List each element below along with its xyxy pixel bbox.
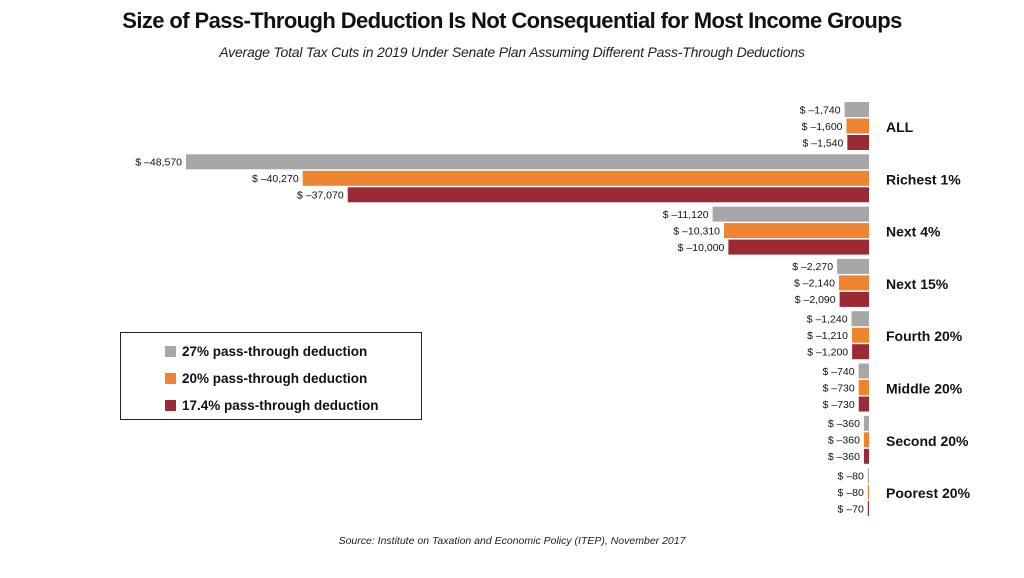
category-label-richest-1: Richest 1% [886, 171, 961, 187]
value-label-second-20-20: $ –360 [828, 435, 860, 447]
legend-swatch-27 [165, 345, 176, 357]
bar-next-4-17-4 [728, 239, 869, 255]
value-label-next-4-27: $ –11,120 [663, 209, 709, 221]
legend-swatch-17-4 [165, 399, 176, 411]
bar-poorest-20-20 [867, 484, 869, 500]
bar-fourth-20-27 [851, 311, 869, 327]
bar-middle-20-27 [858, 363, 869, 379]
bar-all-27 [844, 102, 869, 117]
category-label-next-4: Next 4% [886, 224, 941, 240]
bar-richest-1-20 [302, 170, 870, 186]
value-label-second-20-17-4: $ –360 [828, 451, 860, 463]
bar-second-20-17-4 [863, 448, 869, 464]
value-label-middle-20-17-4: $ –730 [823, 399, 855, 411]
value-label-richest-1-20: $ –40,270 [252, 173, 299, 185]
chart-subtitle: Average Total Tax Cuts in 2019 Under Sen… [219, 44, 805, 60]
value-label-all-27: $ –1,740 [800, 104, 841, 116]
value-label-all-20: $ –1,600 [802, 121, 843, 133]
value-label-next-15-27: $ –2,270 [792, 261, 833, 273]
bar-all-20 [846, 118, 869, 134]
chart-legend: 27% pass-through deduction 20% pass-thro… [120, 332, 422, 420]
category-label-next-15: Next 15% [886, 276, 949, 292]
value-label-fourth-20-20: $ –1,210 [807, 330, 848, 342]
value-label-next-15-20: $ –2,140 [794, 278, 835, 290]
value-label-middle-20-20: $ –730 [823, 382, 855, 394]
bar-richest-1-17-4 [347, 187, 869, 203]
legend-item-20: 20% pass-through deduction [165, 369, 367, 387]
bar-next-4-20 [724, 223, 869, 239]
legend-label-17-4: 17.4% pass-through deduction [182, 397, 379, 413]
legend-item-27: 27% pass-through deduction [165, 342, 367, 360]
legend-swatch-20 [165, 372, 176, 384]
value-label-all-17-4: $ –1,540 [802, 137, 843, 149]
value-label-richest-1-27: $ –48,570 [135, 157, 182, 169]
category-label-fourth-20: Fourth 20% [886, 328, 963, 344]
value-label-poorest-20-27: $ –80 [838, 470, 864, 482]
chart-title: Size of Pass-Through Deduction Is Not Co… [122, 8, 902, 33]
category-label-poorest-20: Poorest 20% [886, 485, 971, 501]
value-label-middle-20-27: $ –740 [822, 366, 854, 378]
value-label-poorest-20-17-4: $ –70 [838, 503, 864, 515]
legend-label-20: 20% pass-through deduction [182, 370, 368, 386]
value-label-fourth-20-27: $ –1,240 [807, 314, 848, 326]
legend-item-17-4: 17.4% pass-through deduction [165, 396, 379, 414]
value-label-second-20-27: $ –360 [828, 418, 860, 430]
value-label-next-4-20: $ –10,310 [673, 225, 720, 237]
value-label-fourth-20-17-4: $ –1,200 [807, 347, 848, 359]
bar-fourth-20-20 [851, 327, 869, 343]
bar-next-4-27 [712, 206, 869, 222]
bar-richest-1-27 [186, 154, 869, 170]
bar-middle-20-20 [858, 380, 869, 395]
bar-next-15-20 [838, 275, 869, 291]
legend-label-27: 27% pass-through deduction [182, 343, 368, 359]
value-label-next-4-17-4: $ –10,000 [678, 242, 725, 254]
bar-second-20-27 [863, 415, 869, 431]
category-label-all: ALL [886, 119, 914, 135]
bar-next-15-27 [837, 258, 869, 274]
bar-all-17-4 [847, 135, 869, 150]
bar-fourth-20-17-4 [852, 344, 869, 360]
bar-second-20-20 [863, 432, 869, 448]
bar-poorest-20-27 [867, 468, 869, 484]
category-label-second-20: Second 20% [886, 433, 969, 449]
bar-poorest-20-17-4 [867, 501, 869, 517]
value-label-poorest-20-20: $ –80 [838, 487, 864, 499]
chart-source: Source: Institute on Taxation and Econom… [338, 535, 686, 547]
category-label-middle-20: Middle 20% [886, 381, 963, 397]
bar-next-15-17-4 [839, 291, 869, 307]
bar-middle-20-17-4 [858, 396, 869, 412]
value-label-richest-1-17-4: $ –37,070 [297, 190, 344, 202]
value-label-next-15-17-4: $ –2,090 [795, 294, 836, 306]
